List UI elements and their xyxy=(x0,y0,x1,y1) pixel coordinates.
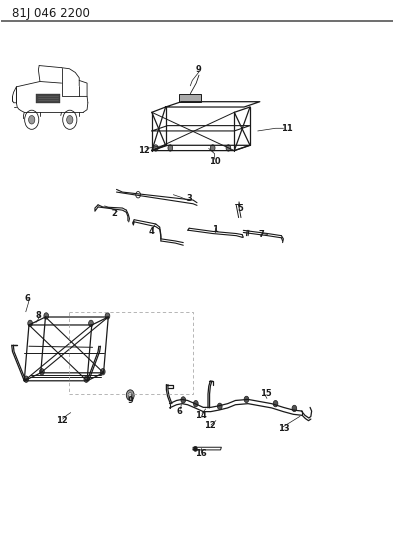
Circle shape xyxy=(210,145,215,151)
Text: 15: 15 xyxy=(260,389,271,398)
Circle shape xyxy=(29,116,35,124)
Circle shape xyxy=(193,400,198,407)
Text: 8: 8 xyxy=(35,311,41,320)
Circle shape xyxy=(217,403,222,409)
Circle shape xyxy=(181,397,186,403)
Text: 5: 5 xyxy=(237,204,243,213)
Circle shape xyxy=(28,320,32,327)
Text: 3: 3 xyxy=(186,194,192,203)
Circle shape xyxy=(128,392,132,398)
Circle shape xyxy=(153,145,158,151)
Text: 9: 9 xyxy=(196,66,202,74)
Circle shape xyxy=(84,376,89,382)
Text: 12: 12 xyxy=(138,146,150,155)
Text: 14: 14 xyxy=(195,411,207,420)
Text: 11: 11 xyxy=(281,124,293,133)
Circle shape xyxy=(168,145,173,151)
Circle shape xyxy=(44,313,48,319)
Circle shape xyxy=(193,446,197,451)
Text: 12: 12 xyxy=(56,416,67,425)
Circle shape xyxy=(226,145,231,151)
Circle shape xyxy=(292,405,297,411)
Circle shape xyxy=(126,390,134,400)
Text: 81J 046 2200: 81J 046 2200 xyxy=(13,7,90,20)
Circle shape xyxy=(244,396,249,402)
Circle shape xyxy=(67,116,73,124)
Text: 13: 13 xyxy=(277,424,289,433)
Circle shape xyxy=(89,320,93,327)
Text: 4: 4 xyxy=(149,228,155,237)
Text: 6: 6 xyxy=(177,407,182,416)
Polygon shape xyxy=(179,94,201,102)
Text: 1: 1 xyxy=(212,225,217,234)
Text: 6: 6 xyxy=(24,294,30,303)
Text: 9: 9 xyxy=(127,396,133,405)
Text: 12: 12 xyxy=(204,422,216,431)
Circle shape xyxy=(24,376,29,382)
Circle shape xyxy=(105,313,110,319)
Circle shape xyxy=(100,368,105,375)
Text: 16: 16 xyxy=(195,449,207,458)
Text: 2: 2 xyxy=(112,209,117,218)
Circle shape xyxy=(39,368,44,375)
Text: 10: 10 xyxy=(209,157,221,166)
Polygon shape xyxy=(36,94,59,103)
Circle shape xyxy=(273,400,278,407)
Text: 7: 7 xyxy=(259,230,265,239)
